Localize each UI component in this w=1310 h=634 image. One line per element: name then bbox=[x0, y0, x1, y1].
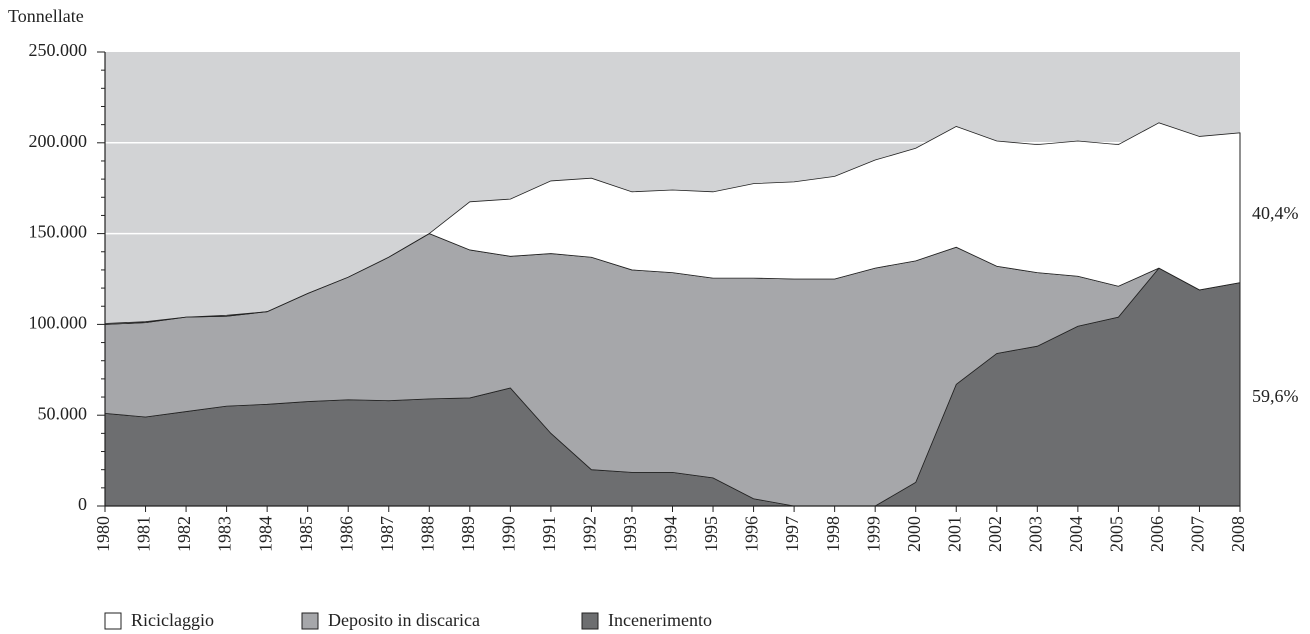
x-tick-label: 1996 bbox=[742, 516, 762, 552]
legend-label: Riciclaggio bbox=[131, 610, 214, 630]
x-tick-label: 1994 bbox=[661, 516, 681, 552]
x-tick-label: 1989 bbox=[458, 516, 478, 552]
y-tick-label: 150.000 bbox=[29, 222, 88, 242]
x-tick-label: 1985 bbox=[296, 516, 316, 552]
x-tick-label: 1997 bbox=[782, 516, 802, 552]
x-tick-label: 1998 bbox=[823, 516, 843, 552]
x-tick-label: 1991 bbox=[539, 516, 559, 552]
x-tick-label: 2002 bbox=[985, 516, 1005, 552]
x-tick-label: 1986 bbox=[336, 516, 356, 552]
x-tick-label: 1980 bbox=[93, 516, 113, 552]
y-tick-label: 50.000 bbox=[38, 403, 88, 423]
x-tick-label: 1982 bbox=[174, 516, 194, 552]
x-tick-label: 1999 bbox=[863, 516, 883, 552]
y-tick-label: 200.000 bbox=[29, 131, 88, 151]
legend-label: Deposito in discarica bbox=[328, 610, 480, 630]
x-tick-label: 1988 bbox=[417, 516, 437, 552]
y-tick-label: 250.000 bbox=[29, 40, 88, 60]
x-tick-label: 2000 bbox=[904, 516, 924, 552]
x-tick-label: 1993 bbox=[620, 516, 640, 552]
legend-swatch bbox=[581, 612, 599, 630]
legend-label: Incenerimento bbox=[608, 610, 712, 630]
x-tick-label: 1984 bbox=[255, 516, 275, 552]
x-tick-label: 2006 bbox=[1147, 516, 1167, 552]
y-axis-label: Tonnellate bbox=[8, 6, 84, 26]
x-tick-label: 2004 bbox=[1066, 516, 1086, 552]
x-tick-label: 2007 bbox=[1188, 516, 1208, 552]
x-tick-label: 2005 bbox=[1107, 516, 1127, 552]
x-tick-label: 2001 bbox=[944, 516, 964, 552]
legend-swatch bbox=[301, 612, 319, 630]
y-tick-label: 100.000 bbox=[29, 313, 88, 333]
x-tick-label: 1995 bbox=[701, 516, 721, 552]
x-tick-label: 1992 bbox=[580, 516, 600, 552]
x-tick-label: 1990 bbox=[498, 516, 518, 552]
annotation: 59,6% bbox=[1252, 386, 1299, 406]
x-tick-label: 1983 bbox=[215, 516, 235, 552]
x-tick-label: 2008 bbox=[1228, 516, 1248, 552]
y-tick-label: 0 bbox=[78, 494, 87, 514]
x-tick-label: 2003 bbox=[1025, 516, 1045, 552]
legend-swatch bbox=[104, 612, 122, 630]
annotation: 40,4% bbox=[1252, 203, 1299, 223]
x-tick-label: 1987 bbox=[377, 516, 397, 552]
x-tick-label: 1981 bbox=[134, 516, 154, 552]
